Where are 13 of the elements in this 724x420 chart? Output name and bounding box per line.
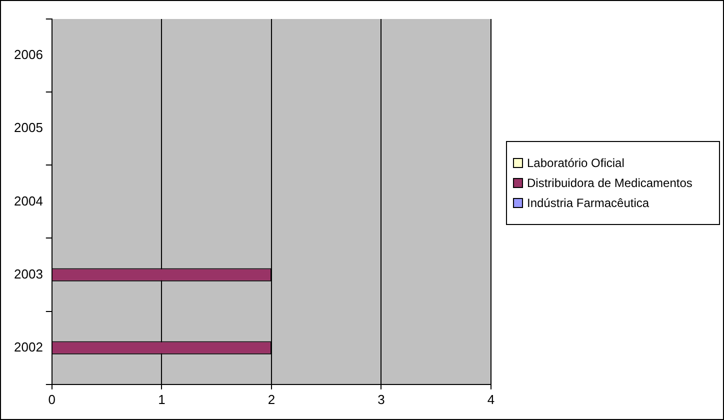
legend-label: Indústria Farmacêutica — [527, 196, 650, 210]
legend-label: Distribuidora de Medicamentos — [527, 176, 692, 190]
x-tick-label: 1 — [158, 392, 166, 407]
x-tick-label: 4 — [487, 392, 495, 407]
x-tick-label: 2 — [268, 392, 276, 407]
y-tick-label: 2006 — [14, 47, 43, 62]
y-tick-label: 2003 — [14, 266, 43, 282]
y-tick-label: 2002 — [14, 339, 43, 354]
x-tick-label: 0 — [48, 392, 56, 407]
y-tick-label: 2004 — [14, 193, 43, 208]
y-tick-label: 2005 — [14, 120, 43, 136]
x-tick-label: 3 — [378, 392, 385, 407]
legend-label: Laboratório Oficial — [527, 156, 624, 170]
